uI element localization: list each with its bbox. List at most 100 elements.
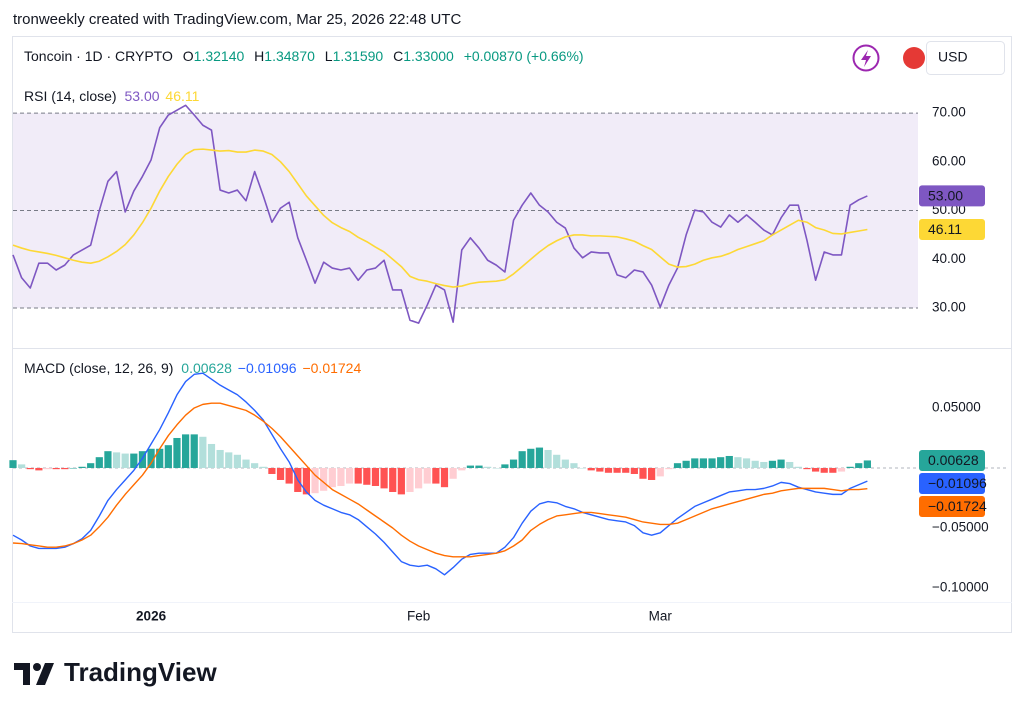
histogram-bar [846,466,854,468]
macd-value: −0.01096 [238,360,297,376]
histogram-bar [449,467,457,479]
rsi-ma-value: 46.11 [165,88,199,104]
change: +0.00870 (+0.66%) [464,48,584,64]
currency-box[interactable] [926,41,1005,75]
price-badge [919,472,985,494]
histogram-bar [630,467,638,474]
histogram-bar [527,448,535,468]
histogram-bar [501,464,509,468]
histogram-bar [518,451,526,468]
histogram-bar [259,466,267,468]
price-badge-label: 46.11 [928,221,962,237]
histogram-bar [751,460,759,468]
histogram-bar [673,463,682,468]
histogram-bar [466,465,474,468]
symbol: Toncoin · 1D · CRYPTO [24,48,173,64]
y-tick-label: 40.00 [932,251,966,266]
histogram-bar [87,463,95,468]
histogram-bar [587,467,595,471]
line-series [12,372,868,576]
histogram-bar [682,460,690,468]
logo-dot [33,663,41,671]
currency: USD [938,49,968,65]
histogram-bar [458,467,466,471]
histogram-bar [742,458,751,468]
histogram-bar [786,461,794,468]
histogram-bar [639,467,647,479]
signal-value: −0.01724 [302,360,361,376]
histogram-bar [578,467,587,469]
alert-bolt [861,50,871,67]
y-tick-label: 0.05000 [932,400,981,415]
histogram-bar [717,457,725,468]
alert-icon[interactable] [852,44,880,72]
histogram-value: 0.00628 [181,360,232,376]
histogram-bar [285,467,293,484]
ohlc-label: L [325,48,333,64]
histogram-bar [863,460,871,468]
ohlc-value: 1.33000 [403,48,454,64]
x-tick-label: Feb [407,609,430,624]
histogram-bar [130,453,138,468]
histogram-bar [803,467,811,470]
histogram-bar [777,459,785,468]
histogram-bar [52,467,60,470]
histogram-bar [561,459,569,468]
y-tick-label: −0.05000 [932,520,989,535]
price-badge-label: −0.01724 [928,498,987,514]
y-tick-label: 70.00 [932,105,966,120]
histogram-bar [820,467,828,473]
histogram-bar [156,448,164,468]
histogram-bar [190,434,198,468]
histogram-bar [328,467,336,488]
histogram-bar [544,449,552,468]
histogram-bar [78,466,86,468]
histogram-bar [345,467,354,484]
line-series [12,104,868,324]
histogram-bar [613,467,621,473]
histogram-bar [95,457,103,468]
price-badge [919,185,985,207]
y-tick-label: −0.10000 [932,580,989,595]
histogram-bar [432,467,440,484]
histogram-bar [164,445,172,468]
histogram-bar [43,467,52,470]
histogram-bar [829,467,837,473]
histogram-bar [320,467,328,491]
price-badge [919,218,985,240]
histogram-bar [389,467,397,492]
histogram-bar [440,467,449,488]
histogram-bar [760,461,768,468]
line-series [12,402,868,558]
histogram-bar [61,467,69,470]
histogram-bar [311,467,319,494]
histogram-bar [699,458,707,468]
x-tick-label: 2026 [136,609,167,624]
ohlc-value: 1.32140 [194,48,245,64]
histogram-bar [354,467,362,484]
histogram-bar [225,452,233,468]
histogram-bar [734,457,742,468]
histogram-bar [380,467,388,489]
histogram-bar [251,463,259,468]
x-tick-label: Mar [649,609,673,624]
logo-v [36,663,54,685]
chart-frame [12,36,1012,633]
macd-legend: MACD (close, 12, 26, 9) 0.00628 −0.01096… [24,360,361,376]
ohlc-label: C [393,48,403,64]
histogram-bar [596,467,604,472]
histogram-bar [553,454,561,468]
histogram-bar [708,458,716,468]
histogram-bar [121,453,129,468]
logo-mark [14,663,30,685]
ohlc-label: O [183,48,194,64]
histogram-bar [9,460,17,468]
price-badge [919,495,985,517]
price-badge-label: 0.00628 [928,452,979,468]
y-tick-label: 30.00 [932,300,966,315]
histogram-bar [837,467,846,472]
histogram-bar [173,437,181,468]
histogram-bar [725,455,733,468]
histogram-bar [768,460,777,468]
rsi-title: RSI (14, close) [24,88,117,104]
